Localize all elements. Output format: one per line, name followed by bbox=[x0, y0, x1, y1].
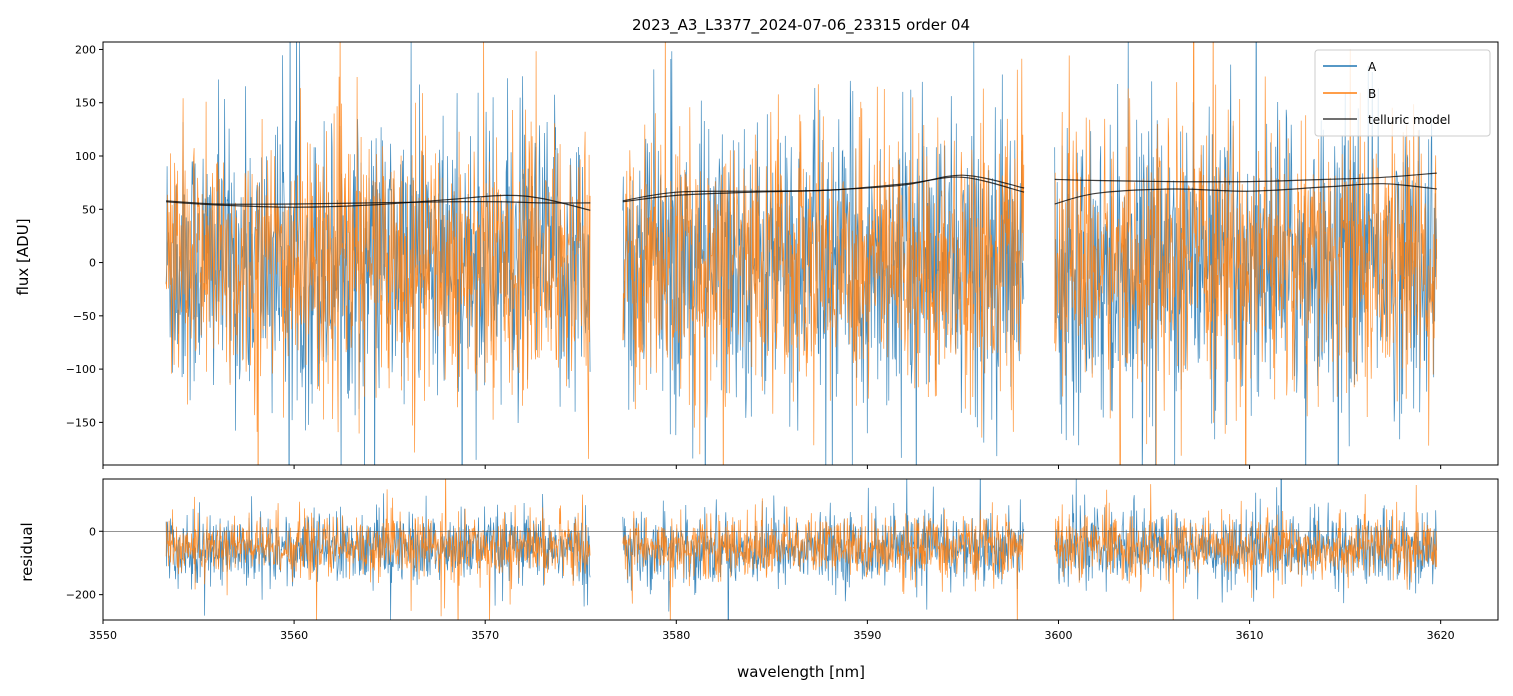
flux-y-ticks: −150 −100 −50 0 50 100 150 200 bbox=[66, 43, 103, 429]
telluric-model-line-4 bbox=[1054, 172, 1437, 183]
y-tick-label: 0 bbox=[89, 525, 96, 538]
x-tick-label: 3610 bbox=[1236, 629, 1264, 642]
flux-plot-area bbox=[165, 42, 1438, 465]
flux-axes-frame bbox=[102, 41, 1499, 466]
x-tick-label: 3590 bbox=[853, 629, 881, 642]
x-axis-label: wavelength [nm] bbox=[737, 663, 865, 681]
residual-y-axis-label: residual bbox=[18, 522, 36, 581]
residual-axes-frame bbox=[102, 478, 1499, 621]
y-tick-label: 50 bbox=[82, 203, 96, 216]
residual-plot-area bbox=[103, 479, 1498, 620]
legend: A B telluric model bbox=[1314, 49, 1491, 137]
residual-y-ticks: −200 0 bbox=[66, 525, 103, 602]
y-tick-label: −200 bbox=[66, 589, 96, 602]
telluric-model-line-1 bbox=[166, 194, 591, 211]
x-tick-label: 3580 bbox=[662, 629, 690, 642]
x-tick-label: 3550 bbox=[89, 629, 117, 642]
telluric-model-line-0 bbox=[166, 200, 591, 205]
y-tick-label: 150 bbox=[75, 97, 96, 110]
x-tick-label: 3570 bbox=[471, 629, 499, 642]
y-tick-label: −50 bbox=[73, 310, 96, 323]
chart-title: 2023_A3_L3377_2024-07-06_23315 order 04 bbox=[632, 16, 970, 35]
x-tick-label: 3600 bbox=[1044, 629, 1072, 642]
residual-panel: −200 0 3550 3560 3570 3580 3590 3600 3610 3620 r… bbox=[18, 478, 1499, 681]
y-tick-label: 0 bbox=[89, 257, 96, 270]
flux-panel: −150 −100 −50 0 50 100 150 200 flux [ADU] A B t… bbox=[14, 41, 1499, 469]
legend-box bbox=[1314, 49, 1491, 137]
legend-label-telluric-model: telluric model bbox=[1368, 113, 1450, 127]
y-tick-label: −150 bbox=[66, 416, 96, 429]
residual-x-ticks: 3550 3560 3570 3580 3590 3600 3610 3620 bbox=[89, 620, 1455, 642]
legend-label-b: B bbox=[1368, 87, 1376, 101]
series-b-flux bbox=[165, 42, 1438, 465]
y-tick-label: 200 bbox=[75, 43, 96, 56]
x-tick-label: 3560 bbox=[280, 629, 308, 642]
telluric-model-line-3 bbox=[622, 176, 1025, 202]
y-tick-label: −100 bbox=[66, 363, 96, 376]
x-tick-label: 3620 bbox=[1427, 629, 1455, 642]
series-b-residual bbox=[165, 479, 1438, 620]
flux-y-axis-label: flux [ADU] bbox=[14, 218, 32, 295]
telluric-model-line-5 bbox=[1054, 183, 1437, 205]
flux-x-ticks bbox=[102, 465, 1442, 469]
y-tick-label: 100 bbox=[75, 150, 96, 163]
legend-label-a: A bbox=[1368, 60, 1377, 74]
